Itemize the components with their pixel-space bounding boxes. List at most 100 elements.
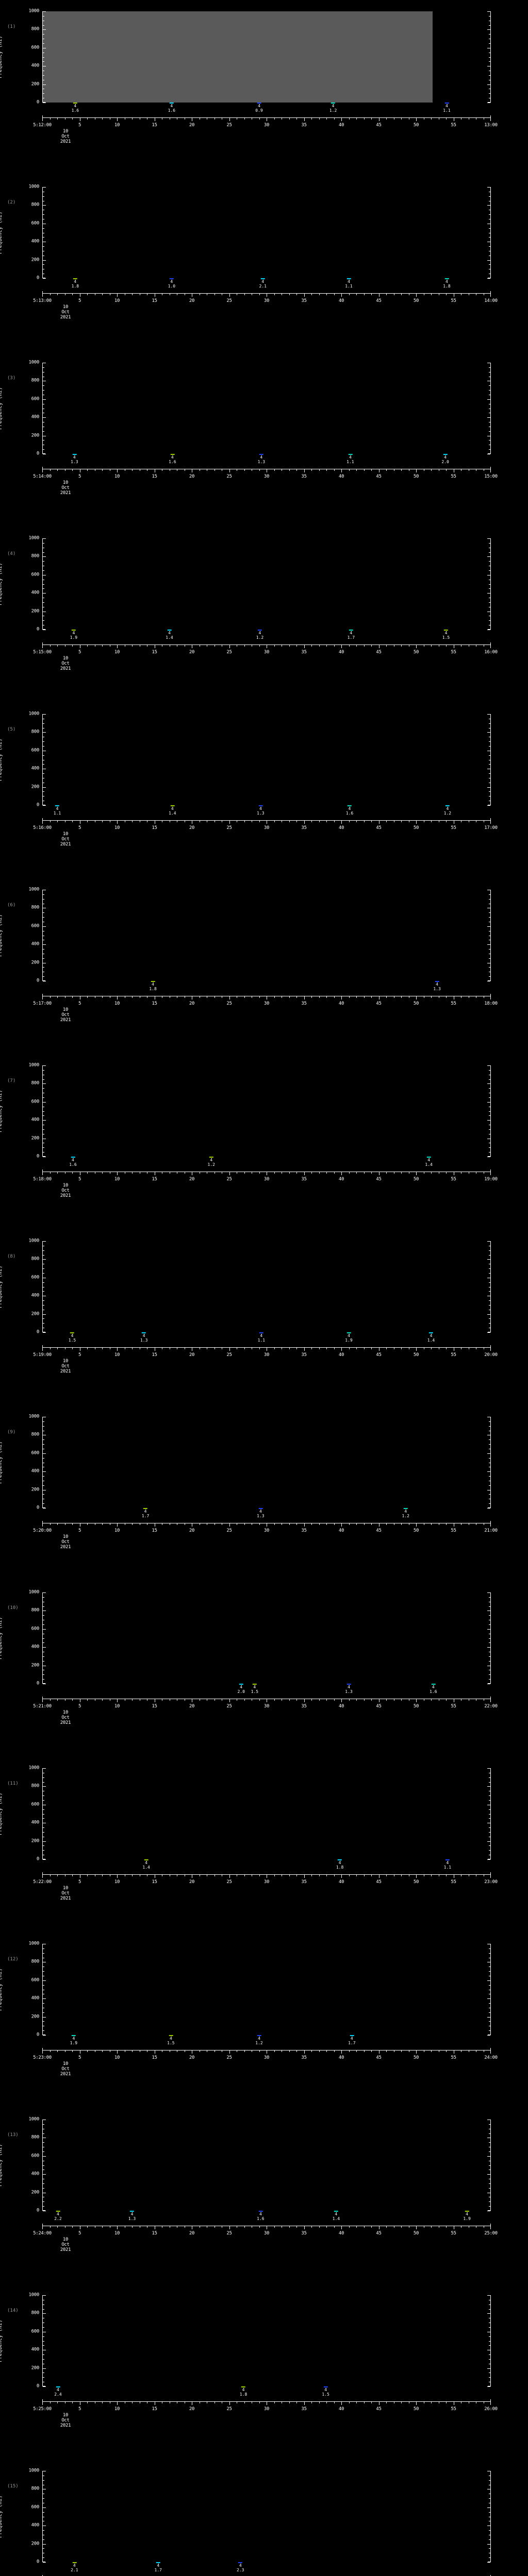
event-magnitude-label: 4 [157,2563,160,2568]
event-marker[interactable]: 4 1.9 [463,2211,471,2221]
event-marker[interactable]: 4 1.2 [207,1157,215,1167]
event-marker[interactable]: 4 1.6 [169,454,176,464]
event-marker[interactable]: 4 2.1 [259,278,267,289]
event-marker[interactable]: 4 1.3 [140,1332,147,1343]
event-marker[interactable]: 4 2.3 [237,2562,244,2572]
time-axis-tick [42,821,43,824]
time-axis-tick [244,1348,245,1349]
y-axis-tick [489,791,490,792]
event-marker[interactable]: 4 1.4 [427,1332,435,1343]
event-marker[interactable]: 4 1.1 [54,805,61,816]
event-marker[interactable]: 4 1.3 [128,2211,136,2221]
event-marker[interactable]: 4 1.3 [433,981,441,991]
event-marker[interactable]: 4 1.4 [425,1157,433,1167]
event-marker[interactable]: 4 1.7 [348,2035,356,2045]
event-marker[interactable]: 4 1.5 [69,1332,76,1343]
event-marker[interactable]: 4 1.6 [69,1157,77,1167]
event-marker[interactable]: 4 1.3 [258,454,265,464]
time-axis-tick [334,294,335,295]
time-axis-tick [349,1699,350,1701]
time-axis-tick [289,2226,290,2228]
event-marker[interactable]: 4 1.2 [402,1508,409,1518]
event-marker[interactable]: 4 1.5 [251,1684,258,1694]
event-marker[interactable]: 4 1.8 [149,981,157,991]
event-marker[interactable]: 4 1.1 [258,1332,265,1343]
time-axis-tick [42,1348,43,1351]
event-marker[interactable]: 4 1.2 [329,103,337,113]
time-axis-tick [87,2226,88,2228]
date-stamp-line: Oct [61,310,70,315]
time-axis-tick [311,118,312,120]
event-marker[interactable]: 4 2.1 [71,2562,78,2572]
event-marker[interactable]: 4 1.9 [345,1332,353,1343]
event-magnitude-label: 4 [72,631,75,635]
event-marker[interactable]: 4 1.8 [240,2386,247,2397]
event-marker[interactable]: 4 1.4 [169,805,176,816]
y-axis-tick [487,2035,490,2036]
event-marker[interactable]: 4 1.8 [336,1859,343,1870]
event-marker[interactable]: 4 1.1 [443,103,451,113]
event-marker[interactable]: 4 2.2 [54,2211,62,2221]
time-axis-tick [259,294,260,295]
event-magnitude-label: 4 [444,455,447,460]
event-marker-group: 4 1.8 4 1.0 4 2.1 4 1.1 4 1.8 [42,278,491,292]
event-marker[interactable]: 4 1.3 [345,1684,353,1694]
y-axis-tick [489,2372,490,2374]
y-axis-tick [43,2368,46,2369]
event-marker[interactable]: 4 1.5 [442,630,450,640]
event-marker[interactable]: 4 1.5 [167,2035,175,2045]
y-axis-title-text: Frequency (Hz) [0,36,3,78]
time-axis-tick [229,1875,230,1878]
event-magnitude-label: 4 [144,1509,147,1514]
event-magnitude-label: 4 [259,1509,262,1514]
event-marker[interactable]: 4 1.2 [444,805,451,816]
event-marker[interactable]: 4 1.6 [257,2211,265,2221]
event-marker[interactable]: 4 1.8 [443,278,451,289]
event-marker[interactable]: 4 0.9 [255,103,263,113]
y-axis-tick [489,1255,490,1256]
event-marker[interactable]: 4 2.0 [237,1684,245,1694]
event-marker[interactable]: 4 1.7 [348,630,355,640]
event-marker[interactable]: 4 1.6 [72,103,79,113]
time-axis-tick-label: 10 [114,123,120,128]
event-marker[interactable]: 4 1.6 [346,805,353,816]
event-marker[interactable]: 4 1.5 [322,2386,329,2397]
event-marker[interactable]: 4 1.6 [430,1684,437,1694]
y-axis-title-text: Frequency (Hz) [0,2319,3,2362]
event-marker[interactable]: 4 1.0 [168,278,175,289]
time-axis-tick [341,294,342,297]
event-marker[interactable]: 4 1.2 [256,630,263,640]
event-marker[interactable]: 4 1.4 [142,1859,150,1870]
y-tick-label: 1000 [28,2116,40,2122]
event-marker[interactable]: 4 1.6 [168,103,175,113]
y-axis-tick [43,2544,46,2545]
event-marker[interactable]: 4 1.1 [346,454,354,464]
event-marker[interactable]: 4 2.0 [441,454,449,464]
event-marker[interactable]: 4 1.9 [70,630,77,640]
event-marker[interactable]: 4 1.2 [255,2035,263,2045]
event-marker[interactable]: 4 1.9 [70,2035,77,2045]
time-axis-tick [371,1523,372,1525]
event-marker[interactable]: 4 1.4 [166,630,173,640]
y-axis-tick [489,1439,490,1440]
time-axis-tick [102,294,103,295]
y-axis-tick [487,787,490,788]
time-axis-tick [446,1172,447,1174]
event-marker[interactable]: 4 1.1 [444,1859,451,1870]
y-axis-tick [43,34,44,35]
event-marker[interactable]: 4 1.1 [345,278,353,289]
event-marker[interactable]: 4 1.3 [257,805,265,816]
event-marker[interactable]: 4 1.7 [155,2562,162,2572]
time-axis-start-label: 5:20:00 [33,1528,52,1533]
event-marker[interactable]: 4 1.3 [257,1508,265,1518]
y-axis-tick [489,1421,490,1422]
time-axis-tick-label: 20 [189,2406,195,2412]
y-axis-tick [43,1129,44,1130]
event-marker[interactable]: 4 2.4 [54,2386,62,2397]
event-marker[interactable]: 4 1.4 [333,2211,340,2221]
event-marker[interactable]: 4 1.8 [72,278,79,289]
event-marker[interactable]: 4 1.3 [71,454,78,464]
time-axis-tick [229,2050,230,2054]
time-axis-tick [274,1875,275,1876]
event-marker[interactable]: 4 1.7 [142,1508,149,1518]
